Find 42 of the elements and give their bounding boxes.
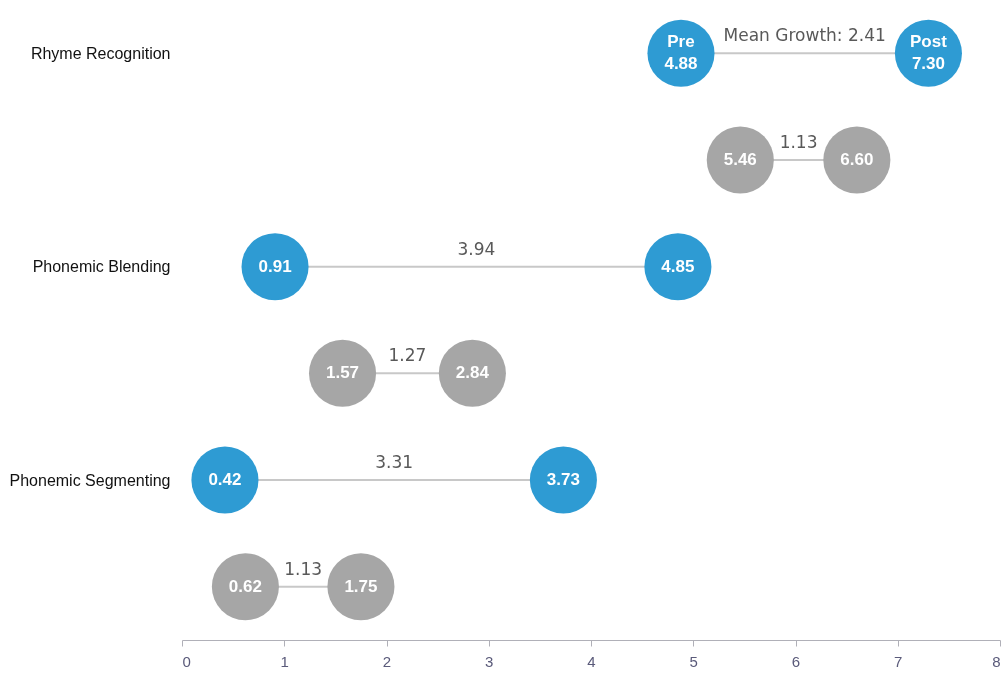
- data-label: 3.73: [546, 470, 580, 489]
- data-label: 5.46: [723, 150, 757, 169]
- annotation: 1.13: [284, 558, 323, 579]
- data-label: 4.88: [664, 54, 698, 74]
- data-label: 0.91: [258, 256, 292, 276]
- series-label: Pre: [667, 32, 695, 52]
- data-label: 0.62: [228, 576, 262, 596]
- annotation: 3.94: [457, 238, 496, 259]
- annotation: Mean Growth: 2.41: [723, 25, 886, 46]
- point: [706, 126, 774, 194]
- point: [211, 553, 279, 621]
- data-label: 1.75: [344, 576, 378, 596]
- point: [327, 553, 395, 621]
- point: [529, 446, 597, 514]
- point: [308, 339, 377, 407]
- x-tick-label: 2: [382, 652, 392, 670]
- data-label: 0.42: [208, 470, 242, 489]
- y-tick-label: Phonemic Segmenting: [9, 471, 171, 489]
- data-label: 1.57: [325, 363, 360, 383]
- point: [438, 339, 506, 407]
- data-label: 6.60: [840, 150, 874, 169]
- x-tick-label: 7: [894, 652, 903, 670]
- x-tick-label: 8: [992, 652, 1001, 670]
- annotation: 3.31: [375, 452, 414, 472]
- series-label: Post: [910, 32, 948, 52]
- annotation: 1.27: [388, 345, 427, 366]
- data-label: 4.85: [661, 256, 695, 276]
- y-tick-label: Phonemic Blending: [32, 258, 171, 276]
- annotation: 1.13: [779, 132, 818, 152]
- point: [191, 446, 259, 514]
- point: [644, 233, 712, 301]
- point: [823, 126, 891, 194]
- x-tick-label: 4: [587, 652, 596, 670]
- data-label: 2.84: [455, 363, 490, 383]
- x-tick-label: 5: [689, 652, 698, 670]
- x-tick-label: 6: [791, 652, 801, 670]
- x-tick-label: 3: [485, 652, 494, 670]
- point: [241, 233, 309, 301]
- data-label: 7.30: [911, 54, 945, 74]
- y-tick-label: Rhyme Recognition: [30, 44, 171, 62]
- x-tick-label: 0: [182, 652, 191, 670]
- x-tick-label: 1: [280, 652, 289, 670]
